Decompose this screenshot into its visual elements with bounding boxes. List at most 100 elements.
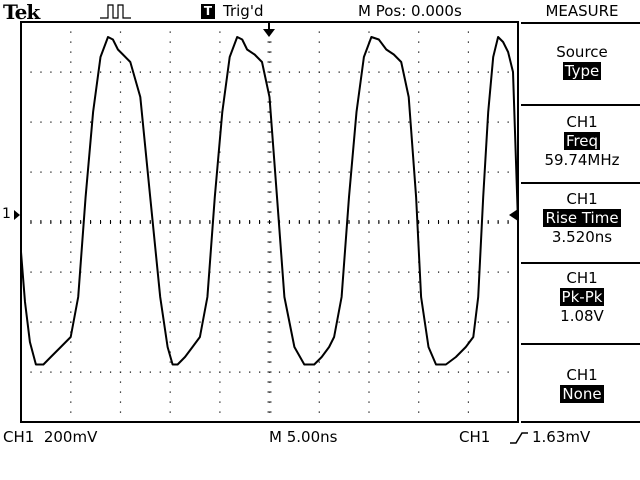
grid-dot — [159, 171, 161, 173]
grid-dot — [179, 71, 181, 73]
grid-dot — [368, 21, 370, 23]
measurement-1[interactable]: CH1 Freq 59.74MHz — [524, 113, 640, 170]
grid-dot — [388, 121, 390, 123]
grid-dot — [169, 291, 171, 293]
type-label: Type — [562, 62, 602, 80]
grid-dot — [169, 181, 171, 183]
grid-dot — [109, 171, 112, 173]
grid-dot — [199, 321, 201, 323]
measurement-3-type: Pk-Pk — [559, 288, 605, 306]
grid-dot — [219, 321, 221, 323]
grid-dot — [219, 351, 221, 353]
grid-dot — [368, 121, 370, 123]
grid-dot — [487, 71, 489, 73]
grid-dot — [229, 271, 231, 273]
measurement-4[interactable]: CH1 None — [524, 366, 640, 404]
grid-dot — [318, 401, 320, 403]
grid-dot — [70, 361, 72, 363]
grid-dot — [408, 271, 410, 273]
grid-dot — [467, 41, 469, 43]
grid-dot — [149, 171, 151, 173]
grid-dot — [80, 371, 82, 373]
grid-dot — [179, 271, 181, 273]
grid-dot — [507, 121, 509, 123]
grid-dot — [318, 201, 320, 203]
grid-dot — [418, 141, 420, 143]
grid-dot — [318, 111, 320, 113]
grid-dot — [418, 401, 420, 403]
grid-dot — [139, 171, 141, 173]
grid-dot — [169, 201, 171, 203]
grid-dot — [318, 291, 320, 293]
grid-dot — [169, 211, 171, 213]
grid-dot — [119, 201, 122, 203]
grid-dot — [517, 121, 519, 123]
grid-dot — [368, 91, 370, 93]
grid-dot — [209, 371, 211, 373]
grid-dot — [318, 181, 320, 183]
grid-dot — [467, 101, 469, 103]
grid-dot — [298, 171, 301, 173]
grid-dot — [119, 91, 122, 93]
grid-dot — [318, 141, 320, 143]
grid-dot — [149, 121, 151, 123]
grid-dot — [70, 51, 72, 53]
grid-dot — [318, 191, 320, 193]
grid-dot — [418, 161, 420, 163]
grid-dot — [119, 151, 122, 153]
grid-dot — [219, 241, 221, 243]
grid-dot — [318, 231, 320, 233]
grid-dot — [30, 371, 32, 373]
grid-dot — [418, 211, 420, 213]
grid-dot — [209, 71, 211, 73]
grid-dot — [298, 371, 301, 373]
grid-dot — [249, 121, 251, 123]
grid-dot — [497, 271, 499, 273]
measurement-4-type: None — [560, 385, 604, 403]
grid-dot — [119, 401, 122, 403]
grid-dot — [70, 401, 72, 403]
measurement-2[interactable]: CH1 Rise Time 3.520ns — [524, 190, 640, 247]
grid-dot — [318, 171, 320, 173]
grid-dot — [368, 111, 370, 113]
grid-dot — [408, 321, 410, 323]
grid-dot — [288, 371, 291, 373]
grid-dot — [40, 121, 42, 123]
grid-dot — [70, 301, 72, 303]
grid-dot — [428, 121, 430, 123]
grid-dot — [418, 291, 420, 293]
grid-dot — [318, 311, 320, 313]
grid-dot — [70, 261, 72, 263]
grid-dot — [40, 171, 42, 173]
measurement-3[interactable]: CH1 Pk-Pk 1.08V — [524, 269, 640, 326]
grid-dot — [467, 151, 469, 153]
grid-dot — [378, 271, 380, 273]
grid-dot — [70, 371, 72, 373]
grid-dot — [368, 281, 370, 283]
grid-dot — [149, 371, 151, 373]
grid-dot — [437, 71, 440, 73]
grid-dot — [219, 361, 221, 363]
grid-dot — [249, 71, 251, 73]
grid-dot — [169, 231, 171, 233]
grid-dot — [20, 371, 22, 373]
grid-dot — [477, 121, 479, 123]
grid-dot — [348, 171, 350, 173]
menu-separator — [521, 104, 640, 106]
grid-dot — [467, 21, 469, 23]
grid-dot — [368, 341, 370, 343]
grid-dot — [418, 21, 420, 23]
grid-dot — [199, 371, 201, 373]
grid-dot — [437, 371, 440, 373]
grid-dot — [338, 321, 340, 323]
menu-source-type[interactable]: Source Type — [524, 43, 640, 81]
grid-dot — [318, 31, 320, 33]
grid-dot — [189, 321, 191, 323]
grid-dot — [169, 131, 171, 133]
grid-dot — [70, 91, 72, 93]
grid-dot — [447, 371, 450, 373]
grid-dot — [90, 171, 92, 173]
grid-dot — [467, 211, 469, 213]
grid-dot — [368, 81, 370, 83]
grid-dot — [50, 321, 52, 323]
